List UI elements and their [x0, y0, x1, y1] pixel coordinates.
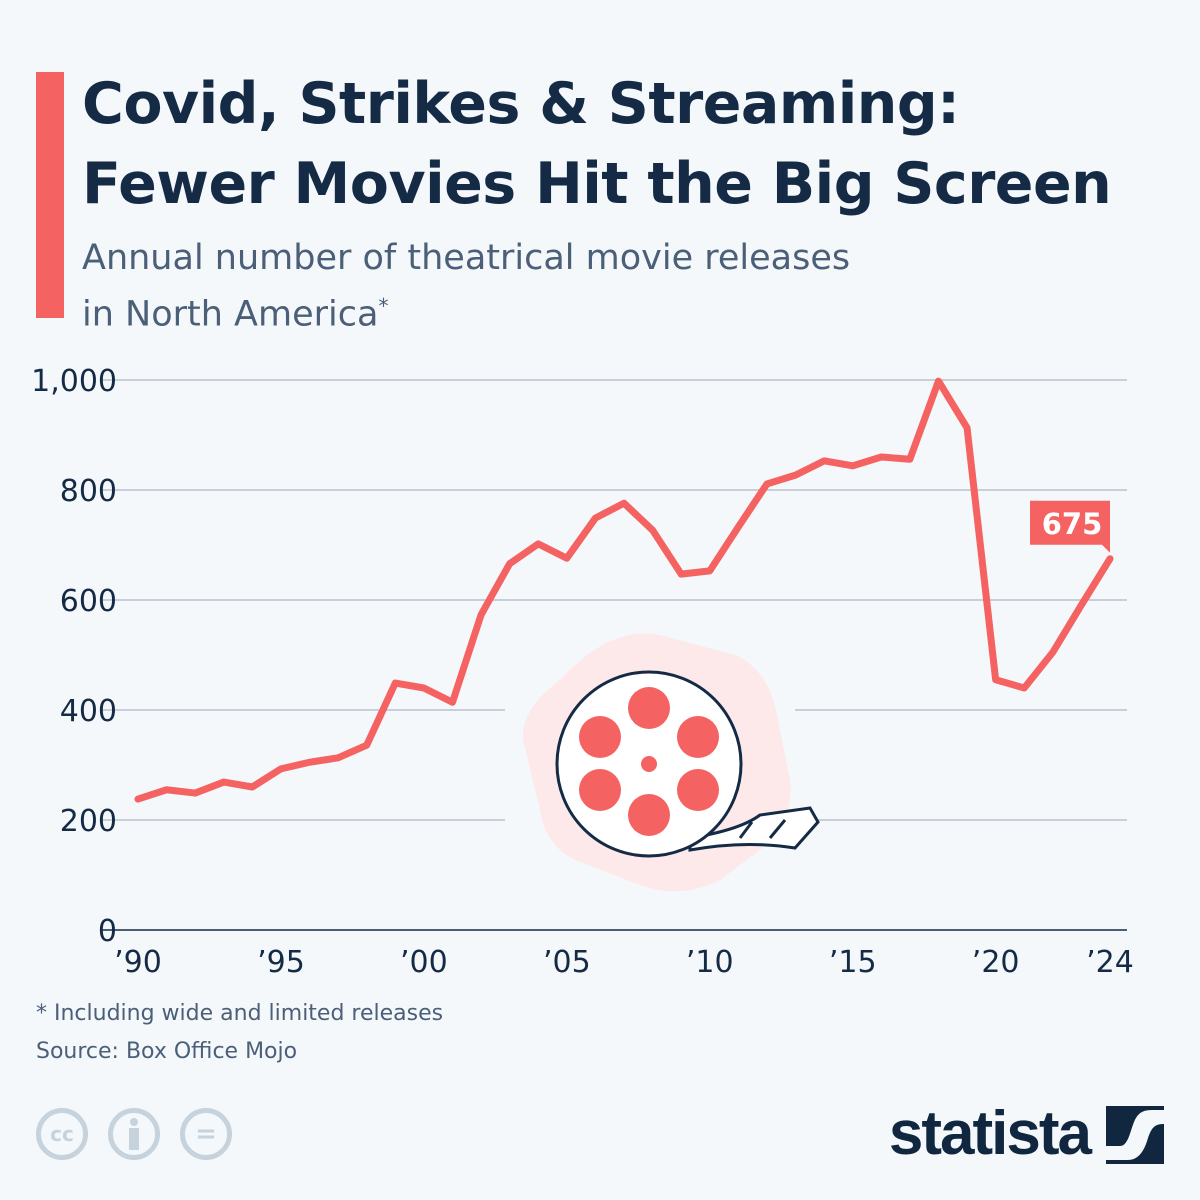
- y-tick-label: 400: [60, 694, 117, 729]
- subtitle-footnote-mark: *: [378, 294, 389, 318]
- equals-label: =: [195, 1119, 217, 1149]
- cc-label: cc: [50, 1122, 74, 1146]
- x-tick-label: ’90: [114, 945, 162, 980]
- person-icon: [129, 1118, 139, 1150]
- footnote: * Including wide and limited releases: [36, 1001, 444, 1026]
- reel-hub: [641, 756, 657, 772]
- chart-subtitle: Annual number of theatrical movie releas…: [82, 234, 982, 339]
- attribution-icon[interactable]: [108, 1108, 160, 1160]
- x-tick-label: ’00: [400, 945, 448, 980]
- subtitle-line-1: Annual number of theatrical movie releas…: [82, 238, 851, 278]
- y-tick-label: 800: [60, 474, 117, 509]
- x-tick-label: ’05: [543, 945, 591, 980]
- accent-bar: [36, 72, 64, 318]
- y-tick-label: 0: [98, 914, 117, 949]
- source: Source: Box Office Mojo: [36, 1039, 298, 1064]
- no-derivatives-icon[interactable]: =: [180, 1108, 232, 1160]
- reel-hole: [628, 687, 670, 729]
- value-callout-label: 675: [1042, 507, 1103, 541]
- reel-hole: [677, 769, 719, 811]
- reel-hole: [579, 769, 621, 811]
- y-tick-label: 200: [60, 804, 117, 839]
- cc-icon[interactable]: cc: [36, 1108, 88, 1160]
- x-tick-label: ’20: [972, 945, 1020, 980]
- subtitle-line-2: in North America: [82, 294, 379, 335]
- x-tick-label: ’24: [1086, 945, 1134, 980]
- title-line-2: Fewer Movies Hit the Big Screen: [82, 151, 1112, 217]
- film-strip-icon: [688, 806, 820, 852]
- x-tick-label: ’10: [686, 945, 734, 980]
- reel-hole: [677, 716, 719, 758]
- reel-hole: [579, 716, 621, 758]
- statista-logo[interactable]: statista: [888, 1099, 1092, 1168]
- film-strip-perforation: [768, 819, 787, 839]
- statista-logo-mark-icon: [1106, 1106, 1164, 1164]
- value-callout: [1030, 500, 1110, 553]
- x-tick-label: ’15: [829, 945, 877, 980]
- title-line-1: Covid, Strikes & Streaming:: [82, 71, 960, 137]
- reel-hole: [628, 794, 670, 836]
- film-strip-perforation: [738, 821, 754, 839]
- x-tick-label: ’95: [257, 945, 305, 980]
- y-tick-label: 600: [60, 584, 117, 619]
- y-tick-label: 1,000: [31, 364, 117, 399]
- chart-title: Covid, Strikes & Streaming: Fewer Movies…: [82, 64, 1112, 224]
